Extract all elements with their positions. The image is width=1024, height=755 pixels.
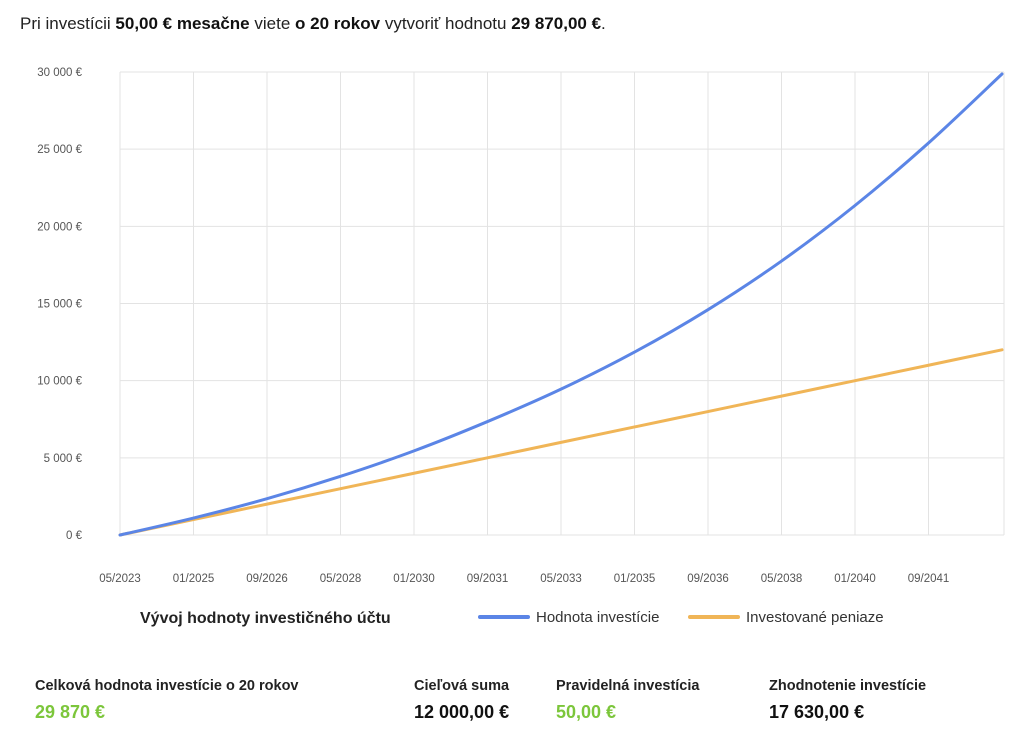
legend-label: Investované peniaze xyxy=(746,609,884,626)
legend-label: Hodnota investície xyxy=(536,609,659,626)
stat-target-sum: Cieľová suma 12 000,00 € xyxy=(414,678,509,723)
stat-appreciation: Zhodnotenie investície 17 630,00 € xyxy=(769,678,926,723)
x-tick-label: 01/2030 xyxy=(393,573,435,585)
y-tick-label: 5 000 € xyxy=(44,453,83,465)
series-line-invested xyxy=(118,348,1004,537)
y-axis-ticks: 0 € 5 000 € 10 000 € 15 000 € 20 000 € 25 000… xyxy=(37,67,82,542)
stat-regular-investment-value: 50,00 € xyxy=(556,702,617,722)
stat-target-sum-value: 12 000,00 € xyxy=(414,702,510,722)
legend-item-value[interactable]: Hodnota investície xyxy=(478,609,659,626)
summary-amount: 50,00 € mesačne xyxy=(115,14,250,33)
investment-chart: 0 € 5 000 € 10 000 € 15 000 € 20 000 € 25 000… xyxy=(37,67,1005,627)
x-tick-label: 09/2041 xyxy=(908,573,950,585)
x-tick-label: 05/2033 xyxy=(540,573,582,585)
stat-total-value: Celková hodnota investície o 20 rokov 29… xyxy=(35,678,299,723)
chart-series xyxy=(118,72,1004,537)
stat-target-sum-label: Cieľová suma xyxy=(414,678,510,694)
chart-grid xyxy=(119,71,1005,536)
x-tick-label: 01/2035 xyxy=(614,573,656,585)
stat-appreciation-label: Zhodnotenie investície xyxy=(769,678,927,694)
summary-sentence: Pri investícii 50,00 € mesačne viete o 2… xyxy=(20,14,606,34)
x-tick-label: 05/2023 xyxy=(99,573,141,585)
y-tick-label: 30 000 € xyxy=(37,67,82,79)
x-tick-label: 09/2031 xyxy=(467,573,509,585)
stat-regular-investment-label: Pravidelná investícia xyxy=(556,678,700,694)
stats-row: Celková hodnota investície o 20 rokov 29… xyxy=(0,678,1024,738)
x-tick-label: 09/2026 xyxy=(246,573,288,585)
summary-mid2: vytvoriť hodnotu xyxy=(384,14,507,33)
series-line-value xyxy=(118,72,1004,537)
stat-appreciation-value: 17 630,00 € xyxy=(769,702,865,722)
x-axis-ticks: 05/2023 01/2025 09/2026 05/2028 01/2030 09/20… xyxy=(99,573,949,585)
summary-period: o 20 rokov xyxy=(295,14,381,33)
stat-total-value-label: Celková hodnota investície o 20 rokov xyxy=(35,678,299,694)
summary-prefix: Pri investícii xyxy=(20,14,111,33)
x-tick-label: 09/2036 xyxy=(687,573,729,585)
summary-result: 29 870,00 € xyxy=(511,14,602,33)
summary-suffix: . xyxy=(601,14,606,33)
x-tick-label: 01/2025 xyxy=(173,573,215,585)
y-tick-label: 10 000 € xyxy=(37,376,82,388)
x-tick-label: 05/2038 xyxy=(761,573,803,585)
y-tick-label: 20 000 € xyxy=(37,221,82,233)
chart-legend: Vývoj hodnoty investičného účtu Hodnota i… xyxy=(140,609,884,627)
summary-mid1: viete xyxy=(254,14,291,33)
y-tick-label: 15 000 € xyxy=(37,299,82,311)
legend-item-invested[interactable]: Investované peniaze xyxy=(688,609,884,626)
stat-total-value-value: 29 870 € xyxy=(35,702,106,722)
stat-regular-investment: Pravidelná investícia 50,00 € xyxy=(556,678,699,723)
y-tick-label: 25 000 € xyxy=(37,144,82,156)
x-tick-label: 05/2028 xyxy=(320,573,362,585)
x-tick-label: 01/2040 xyxy=(834,573,876,585)
chart-title: Vývoj hodnoty investičného účtu xyxy=(140,610,391,627)
y-tick-label: 0 € xyxy=(66,530,83,542)
